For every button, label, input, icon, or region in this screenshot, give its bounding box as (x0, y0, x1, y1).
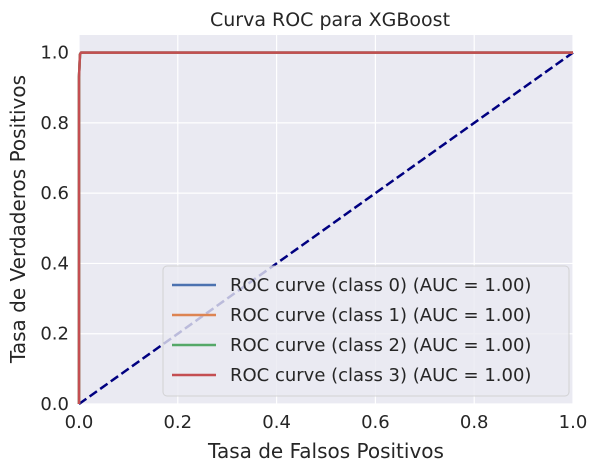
y-tick-labels: 0.0 0.2 0.4 0.6 0.8 1.0 (40, 43, 69, 415)
y-axis-label: Tasa de Verdaderos Positivos (6, 75, 30, 364)
x-tick-label: 0.0 (65, 412, 94, 433)
x-tick-label: 1.0 (559, 412, 588, 433)
x-tick-label: 0.2 (163, 412, 192, 433)
y-tick-label: 0.0 (40, 394, 69, 415)
series-lines (77, 51, 573, 404)
y-tick-label: 1.0 (40, 43, 69, 64)
grid-lines (78, 35, 574, 405)
legend-label-class-0: ROC curve (class 0) (AUC = 1.00) (230, 275, 531, 296)
legend-box (162, 265, 570, 397)
roc-curve-class-3 (77, 51, 573, 404)
x-axis-label: Tasa de Falsos Positivos (207, 439, 444, 463)
reference-diagonal-line (78, 51, 574, 406)
y-tick-label: 0.8 (40, 113, 69, 134)
legend-label-class-3: ROC curve (class 3) (AUC = 1.00) (230, 365, 531, 386)
legend: ROC curve (class 0) (AUC = 1.00) ROC curv… (162, 265, 570, 397)
x-tick-label: 0.8 (460, 412, 489, 433)
x-tick-label: 0.4 (262, 412, 291, 433)
x-tick-label: 0.6 (361, 412, 390, 433)
y-tick-label: 0.2 (40, 324, 69, 345)
x-tick-labels: 0.0 0.2 0.4 0.6 0.8 1.0 (65, 412, 588, 433)
chart-title: Curva ROC para XGBoost (210, 9, 450, 31)
y-tick-label: 0.4 (40, 253, 69, 274)
reference-line-group (78, 51, 574, 406)
legend-label-class-1: ROC curve (class 1) (AUC = 1.00) (230, 305, 531, 326)
y-tick-label: 0.6 (40, 183, 69, 204)
legend-label-class-2: ROC curve (class 2) (AUC = 1.00) (230, 335, 531, 356)
